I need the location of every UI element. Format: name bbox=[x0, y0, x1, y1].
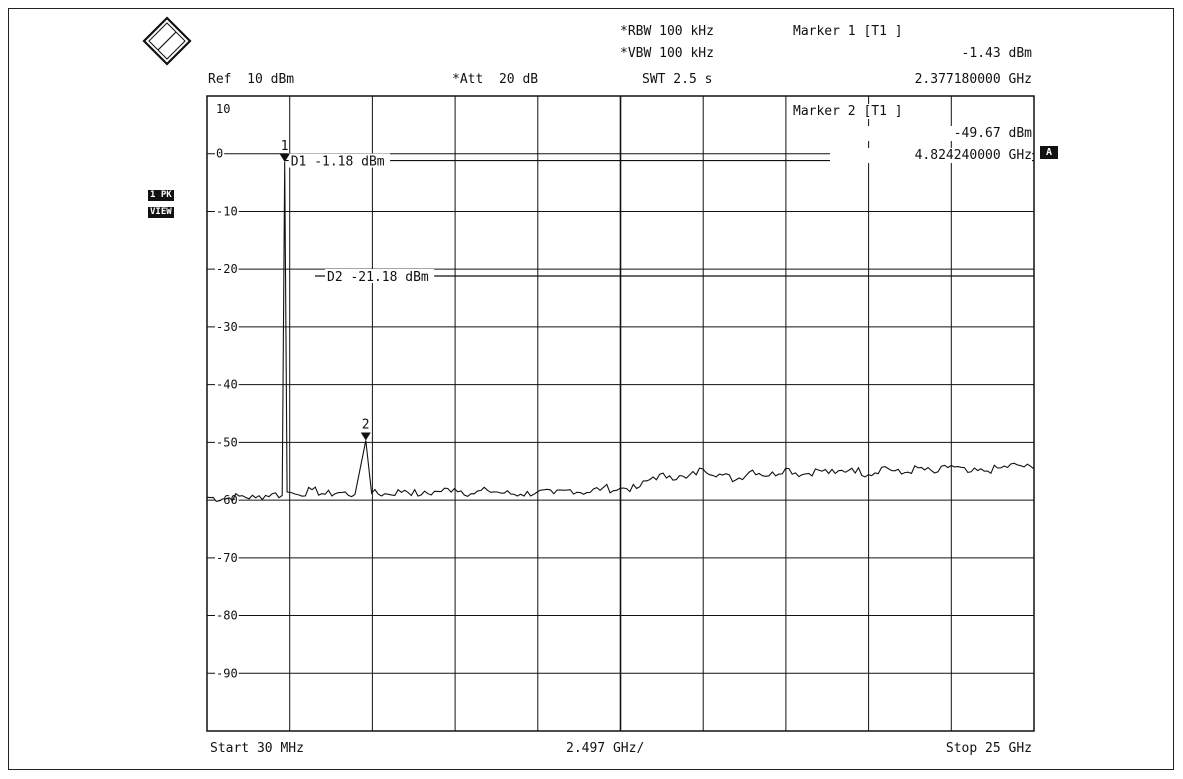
y-tick-bg bbox=[215, 608, 239, 623]
trace bbox=[206, 161, 1035, 503]
marker-1-triangle bbox=[279, 153, 290, 162]
y-tick-bg bbox=[215, 435, 239, 450]
y-axis-ticks: 10 0 -10 -20 -30 -40 -50 -60 -70 -80 -90 bbox=[215, 102, 239, 681]
y-tick-bg bbox=[215, 319, 239, 334]
y-tick-label: -50 bbox=[216, 435, 238, 449]
span-per-division: 2.497 GHz/ bbox=[566, 741, 645, 756]
display-line-label: D2 -21.18 dBm bbox=[327, 270, 429, 285]
grid bbox=[207, 96, 1034, 731]
y-tick-bg bbox=[215, 493, 239, 508]
y-tick-label: -70 bbox=[216, 551, 238, 565]
rbw-setting: *RBW 100 kHz bbox=[620, 24, 714, 39]
rohde-schwarz-logo bbox=[142, 16, 192, 66]
marker-1-label: 1 bbox=[281, 139, 289, 154]
start-frequency: Start 30 MHz bbox=[210, 741, 304, 756]
marker1-title: Marker 1 [T1 ] bbox=[793, 24, 903, 39]
y-tick-label: -60 bbox=[216, 493, 238, 507]
stop-frequency: Stop 25 GHz bbox=[945, 741, 1032, 756]
display-lines: D1 -1.18 dBm D2 -21.18 dBm bbox=[284, 153, 1034, 285]
plot-frame bbox=[206, 95, 1035, 732]
y-tick-label: -30 bbox=[216, 320, 238, 334]
marker1-frequency: 2.377180000 GHz bbox=[914, 72, 1032, 87]
marker2-level: -49.67 dBm bbox=[850, 126, 1032, 141]
y-tick-bg bbox=[215, 146, 225, 161]
y-tick-label: -80 bbox=[216, 609, 238, 623]
vbw-setting: *VBW 100 kHz bbox=[620, 46, 714, 61]
view-tag: VIEW bbox=[148, 207, 174, 218]
y-tick-bg bbox=[215, 550, 239, 565]
y-tick-label: 10 bbox=[216, 102, 230, 116]
trace-a-tag: A bbox=[1040, 146, 1059, 159]
y-tick-label: -40 bbox=[216, 378, 238, 392]
y-tick-label: -90 bbox=[216, 666, 238, 680]
sweep-time: SWT 2.5 s bbox=[642, 72, 713, 87]
y-tick-label: 0 bbox=[216, 147, 223, 161]
display-line-label-bg bbox=[288, 153, 391, 168]
markers: 12 bbox=[279, 139, 371, 441]
ref-level: Ref 10 dBm bbox=[208, 72, 295, 87]
y-tick-bg bbox=[215, 204, 239, 219]
y-tick-bg bbox=[215, 666, 239, 681]
marker2-title: Marker 2 [T1 ] bbox=[793, 104, 903, 119]
trace-line bbox=[206, 161, 1035, 503]
marker-2-triangle bbox=[360, 432, 371, 441]
attenuation: *Att 20 dB bbox=[452, 72, 539, 87]
y-tick-bg bbox=[215, 262, 239, 277]
trace-mode-tag: 1 PK bbox=[148, 190, 174, 201]
plot-border bbox=[206, 95, 1035, 732]
marker-2-label: 2 bbox=[362, 417, 370, 432]
y-tick-bg bbox=[215, 377, 239, 392]
display-line-label-bg bbox=[325, 268, 435, 283]
display-line-label: D1 -1.18 dBm bbox=[291, 155, 385, 170]
analyzer-frame bbox=[8, 8, 1174, 770]
marker2-frequency: 4.824240000 GHz bbox=[830, 148, 1032, 163]
y-tick-label: -10 bbox=[216, 204, 238, 218]
y-tick-label: -20 bbox=[216, 262, 238, 276]
marker1-level: -1.43 dBm bbox=[961, 46, 1032, 61]
